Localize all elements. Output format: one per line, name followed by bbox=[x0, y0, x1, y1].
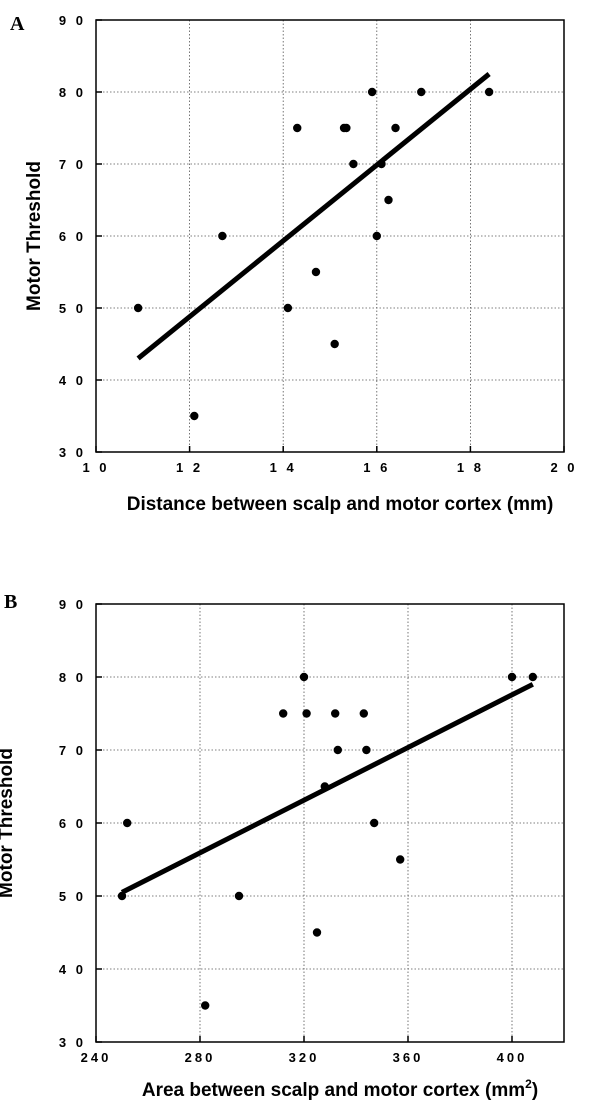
y-tick-label: 8 0 bbox=[59, 670, 86, 685]
data-point bbox=[312, 928, 322, 937]
data-point bbox=[234, 891, 244, 901]
chart-panel-a: 1 0 1 2 1 4 1 6 1 8 2 0 3 0 4 0 5 0 6 0 7 0 8 0 9 0 A… bbox=[10, 13, 577, 515]
y-tick-label: 5 0 bbox=[59, 889, 86, 904]
data-point bbox=[299, 672, 309, 682]
data-point bbox=[367, 87, 377, 97]
data-point bbox=[333, 745, 342, 755]
x-tick-label: 1 4 bbox=[270, 460, 297, 475]
data-point bbox=[362, 745, 371, 755]
panel-label: A bbox=[10, 13, 25, 35]
x-axis-title: Area between scalp and motor cortex (mm2… bbox=[142, 1077, 538, 1101]
data-point bbox=[384, 195, 393, 205]
chart-panel-b: 240 280 320 360 400 3 0 4 0 5 0 6 0 7 0 8 0 9 0 B Are… bbox=[0, 591, 565, 1101]
data-point bbox=[293, 123, 302, 133]
data-point bbox=[331, 709, 340, 718]
data-point bbox=[349, 159, 358, 169]
x-tick-label: 1 0 bbox=[82, 460, 109, 475]
data-point bbox=[283, 303, 293, 313]
x-tick-label: 1 6 bbox=[363, 460, 390, 475]
data-point bbox=[372, 231, 381, 241]
data-point bbox=[311, 267, 321, 277]
x-tick-label: 320 bbox=[289, 1050, 320, 1065]
x-tick-label: 1 2 bbox=[176, 460, 203, 475]
x-tick-label: 280 bbox=[185, 1050, 216, 1065]
y-tick-label: 7 0 bbox=[59, 157, 86, 172]
panel-label: B bbox=[4, 591, 17, 613]
y-tick-label: 3 0 bbox=[59, 1035, 86, 1050]
data-point bbox=[370, 818, 379, 828]
x-tick-label: 400 bbox=[497, 1050, 528, 1065]
x-axis-title-superscript: 2 bbox=[525, 1077, 532, 1091]
data-point bbox=[123, 818, 132, 828]
data-point bbox=[377, 159, 386, 169]
x-tick-label: 1 8 bbox=[457, 460, 484, 475]
data-point bbox=[133, 303, 143, 313]
y-tick-label: 4 0 bbox=[59, 373, 86, 388]
data-point bbox=[359, 709, 368, 718]
y-axis-title: Motor Threshold bbox=[24, 161, 45, 311]
x-axis-title-text: Area between scalp and motor cortex (mm bbox=[142, 1080, 525, 1101]
x-tick-label: 2 0 bbox=[550, 460, 577, 475]
data-point bbox=[417, 87, 426, 97]
regression-line bbox=[136, 72, 491, 361]
y-tick-label: 3 0 bbox=[59, 445, 86, 460]
data-point bbox=[342, 123, 351, 133]
y-tick-label: 4 0 bbox=[59, 962, 86, 977]
data-point bbox=[396, 855, 405, 864]
y-tick-label: 7 0 bbox=[59, 743, 86, 758]
y-tick-label: 6 0 bbox=[59, 816, 86, 831]
data-point bbox=[330, 339, 339, 349]
y-tick-label: 9 0 bbox=[59, 13, 86, 28]
data-point bbox=[279, 709, 288, 718]
y-tick-label: 8 0 bbox=[59, 85, 86, 100]
data-point bbox=[190, 411, 199, 421]
y-tick-label: 9 0 bbox=[59, 597, 86, 612]
data-point bbox=[528, 672, 537, 682]
data-point bbox=[391, 123, 400, 133]
data-point bbox=[218, 231, 227, 241]
x-axis-title: Distance between scalp and motor cortex … bbox=[127, 494, 554, 515]
x-axis-title-text: Distance between scalp and motor cortex … bbox=[127, 494, 554, 515]
x-tick-label: 360 bbox=[393, 1050, 424, 1065]
data-point bbox=[302, 709, 311, 718]
data-point bbox=[484, 87, 494, 97]
x-axis-title-suffix: ) bbox=[532, 1080, 538, 1101]
x-tick-label: 240 bbox=[81, 1050, 112, 1065]
y-tick-label: 5 0 bbox=[59, 301, 86, 316]
data-point bbox=[320, 782, 329, 791]
data-point bbox=[117, 891, 127, 901]
y-axis-title: Motor Threshold bbox=[0, 748, 17, 898]
y-tick-label: 6 0 bbox=[59, 229, 86, 244]
data-point bbox=[201, 1001, 210, 1010]
data-point bbox=[507, 672, 517, 682]
